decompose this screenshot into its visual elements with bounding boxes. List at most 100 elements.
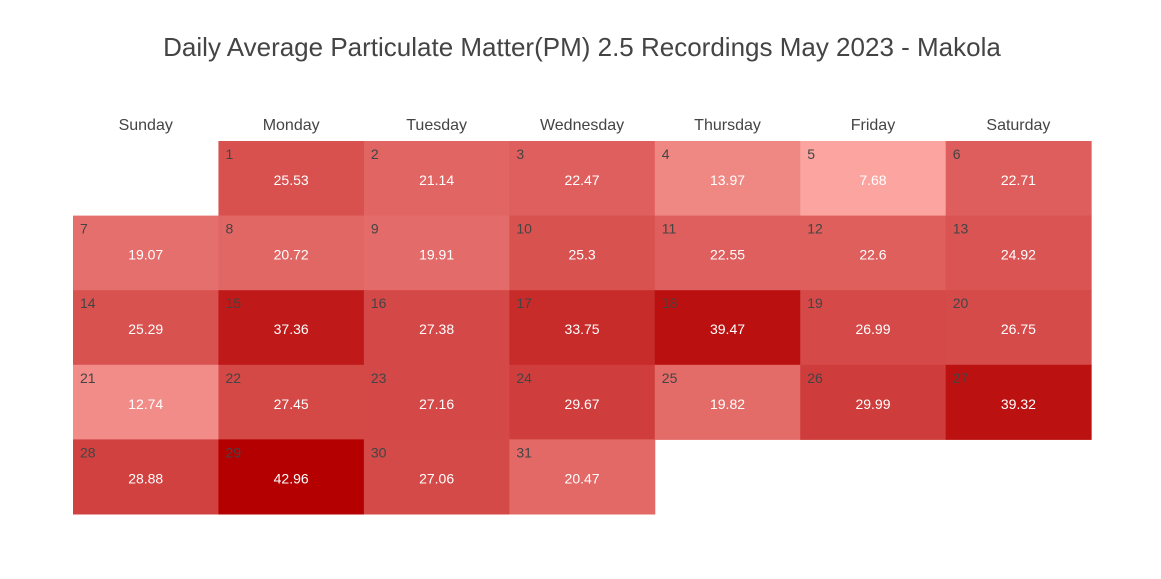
day-number: 22 bbox=[225, 370, 241, 386]
day-number: 9 bbox=[371, 221, 379, 237]
cell-value-label: 24.92 bbox=[1001, 247, 1036, 263]
heatmap-cell bbox=[73, 364, 219, 440]
heatmap-cell bbox=[363, 439, 510, 515]
day-number: 20 bbox=[953, 295, 969, 311]
day-number: 31 bbox=[516, 444, 532, 460]
heatmap-cell bbox=[654, 364, 801, 440]
calendar-day-11: 11 22.55 bbox=[654, 215, 801, 291]
heatmap-cell bbox=[73, 215, 219, 291]
calendar-day-7: 719.07 bbox=[73, 215, 219, 291]
cell-value-label: 28.88 bbox=[128, 470, 163, 486]
calendar-day-25: 25 19.82 bbox=[654, 364, 801, 440]
cell-value-label: 42.96 bbox=[274, 470, 309, 486]
calendar-day-4: 413.97 bbox=[654, 141, 801, 217]
cell-value-label: 26.75 bbox=[1001, 321, 1036, 337]
cell-value-label: 25.29 bbox=[128, 321, 163, 337]
calendar-day-12: 12 22.6 bbox=[800, 215, 947, 291]
day-number: 14 bbox=[80, 295, 96, 311]
day-number: 23 bbox=[371, 370, 387, 386]
calendar-day-27: 27 39.32 bbox=[945, 364, 1092, 440]
day-number: 4 bbox=[662, 146, 670, 162]
heatmap-cell bbox=[218, 141, 365, 217]
heatmap-cell bbox=[218, 215, 365, 291]
day-number: 18 bbox=[662, 295, 678, 311]
weekday-labels: Sunday Monday Tuesday Wednesday Thursday Frid… bbox=[119, 117, 1051, 134]
calendar-day-29: 29 42.96 bbox=[218, 439, 365, 515]
cell-value-label: 29.67 bbox=[565, 396, 600, 412]
day-number: 6 bbox=[953, 146, 961, 162]
calendar-day-15: 15 37.36 bbox=[218, 290, 365, 366]
heatmap-cell bbox=[509, 290, 656, 366]
cell-value-label: 27.06 bbox=[419, 470, 454, 486]
cell-value-label: 7.68 bbox=[859, 172, 886, 188]
cell-value-label: 19.07 bbox=[128, 247, 163, 263]
day-number: 15 bbox=[225, 295, 241, 311]
heatmap-cell bbox=[800, 215, 947, 291]
calendar-day-1: 125.53 bbox=[218, 141, 365, 217]
cell-value-label: 22.47 bbox=[565, 172, 600, 188]
cell-value-label: 27.45 bbox=[274, 396, 309, 412]
weekday-label-tuesday: Tuesday bbox=[406, 117, 467, 134]
day-number: 27 bbox=[953, 370, 969, 386]
heatmap-cell bbox=[73, 439, 219, 515]
calendar-day-5: 57.68 bbox=[800, 141, 947, 217]
heatmap-cell bbox=[509, 364, 656, 440]
heatmap-cell bbox=[363, 141, 510, 217]
calendar-day-24: 24 29.67 bbox=[509, 364, 656, 440]
day-number: 3 bbox=[516, 146, 524, 162]
day-number: 8 bbox=[225, 221, 233, 237]
cell-value-label: 13.97 bbox=[710, 172, 745, 188]
calendar-day-21: 21 12.74 bbox=[73, 364, 219, 440]
heatmap-cell bbox=[654, 141, 801, 217]
cell-value-label: 22.6 bbox=[859, 247, 886, 263]
day-number: 16 bbox=[371, 295, 387, 311]
day-number: 30 bbox=[371, 444, 387, 460]
heatmap-cell bbox=[73, 290, 219, 366]
calendar-day-16: 16 27.38 bbox=[363, 290, 510, 366]
day-number: 19 bbox=[807, 295, 823, 311]
day-number: 26 bbox=[807, 370, 823, 386]
cell-value-label: 22.55 bbox=[710, 247, 745, 263]
weekday-label-sunday: Sunday bbox=[119, 117, 173, 134]
calendar-day-18: 18 39.47 bbox=[654, 290, 801, 366]
calendar-day-17: 17 33.75 bbox=[509, 290, 656, 366]
calendar-day-22: 22 27.45 bbox=[218, 364, 365, 440]
day-number: 7 bbox=[80, 221, 88, 237]
cell-value-label: 22.71 bbox=[1001, 172, 1036, 188]
cell-value-label: 21.14 bbox=[419, 172, 454, 188]
heatmap-cell bbox=[945, 290, 1092, 366]
day-number: 1 bbox=[225, 146, 233, 162]
weekday-label-saturday: Saturday bbox=[986, 117, 1050, 134]
cell-value-label: 37.36 bbox=[274, 321, 309, 337]
heatmap-cell bbox=[945, 364, 1092, 440]
heatmap-cell bbox=[654, 290, 801, 366]
day-number: 10 bbox=[516, 221, 532, 237]
chart-title: Daily Average Particulate Matter(PM) 2.5… bbox=[163, 32, 1001, 62]
day-number: 2 bbox=[371, 146, 379, 162]
weekday-label-wednesday: Wednesday bbox=[540, 117, 624, 134]
calendar-day-23: 23 27.16 bbox=[363, 364, 510, 440]
heatmap-cell bbox=[800, 290, 947, 366]
calendar-day-9: 919.91 bbox=[363, 215, 510, 291]
cell-value-label: 39.32 bbox=[1001, 396, 1036, 412]
heatmap-cell bbox=[218, 290, 365, 366]
calendar-day-19: 19 26.99 bbox=[800, 290, 947, 366]
heatmap-cell bbox=[945, 141, 1092, 217]
calendar-day-20: 20 26.75 bbox=[945, 290, 1092, 366]
cell-value-label: 20.47 bbox=[565, 470, 600, 486]
cell-value-label: 27.16 bbox=[419, 396, 454, 412]
heatmap-cell bbox=[509, 215, 656, 291]
day-number: 21 bbox=[80, 370, 96, 386]
calendar-day-2: 221.14 bbox=[363, 141, 510, 217]
heatmap-cell bbox=[363, 290, 510, 366]
heatmap-cell bbox=[800, 141, 947, 217]
calendar-day-13: 13 24.92 bbox=[945, 215, 1092, 291]
heatmap-cell bbox=[654, 215, 801, 291]
heatmap-cell bbox=[945, 215, 1092, 291]
calendar-day-30: 30 27.06 bbox=[363, 439, 510, 515]
calendar-day-26: 26 29.99 bbox=[800, 364, 947, 440]
calendar-day-31: 31 20.47 bbox=[509, 439, 656, 515]
cell-value-label: 19.82 bbox=[710, 396, 745, 412]
cell-value-label: 12.74 bbox=[128, 396, 163, 412]
